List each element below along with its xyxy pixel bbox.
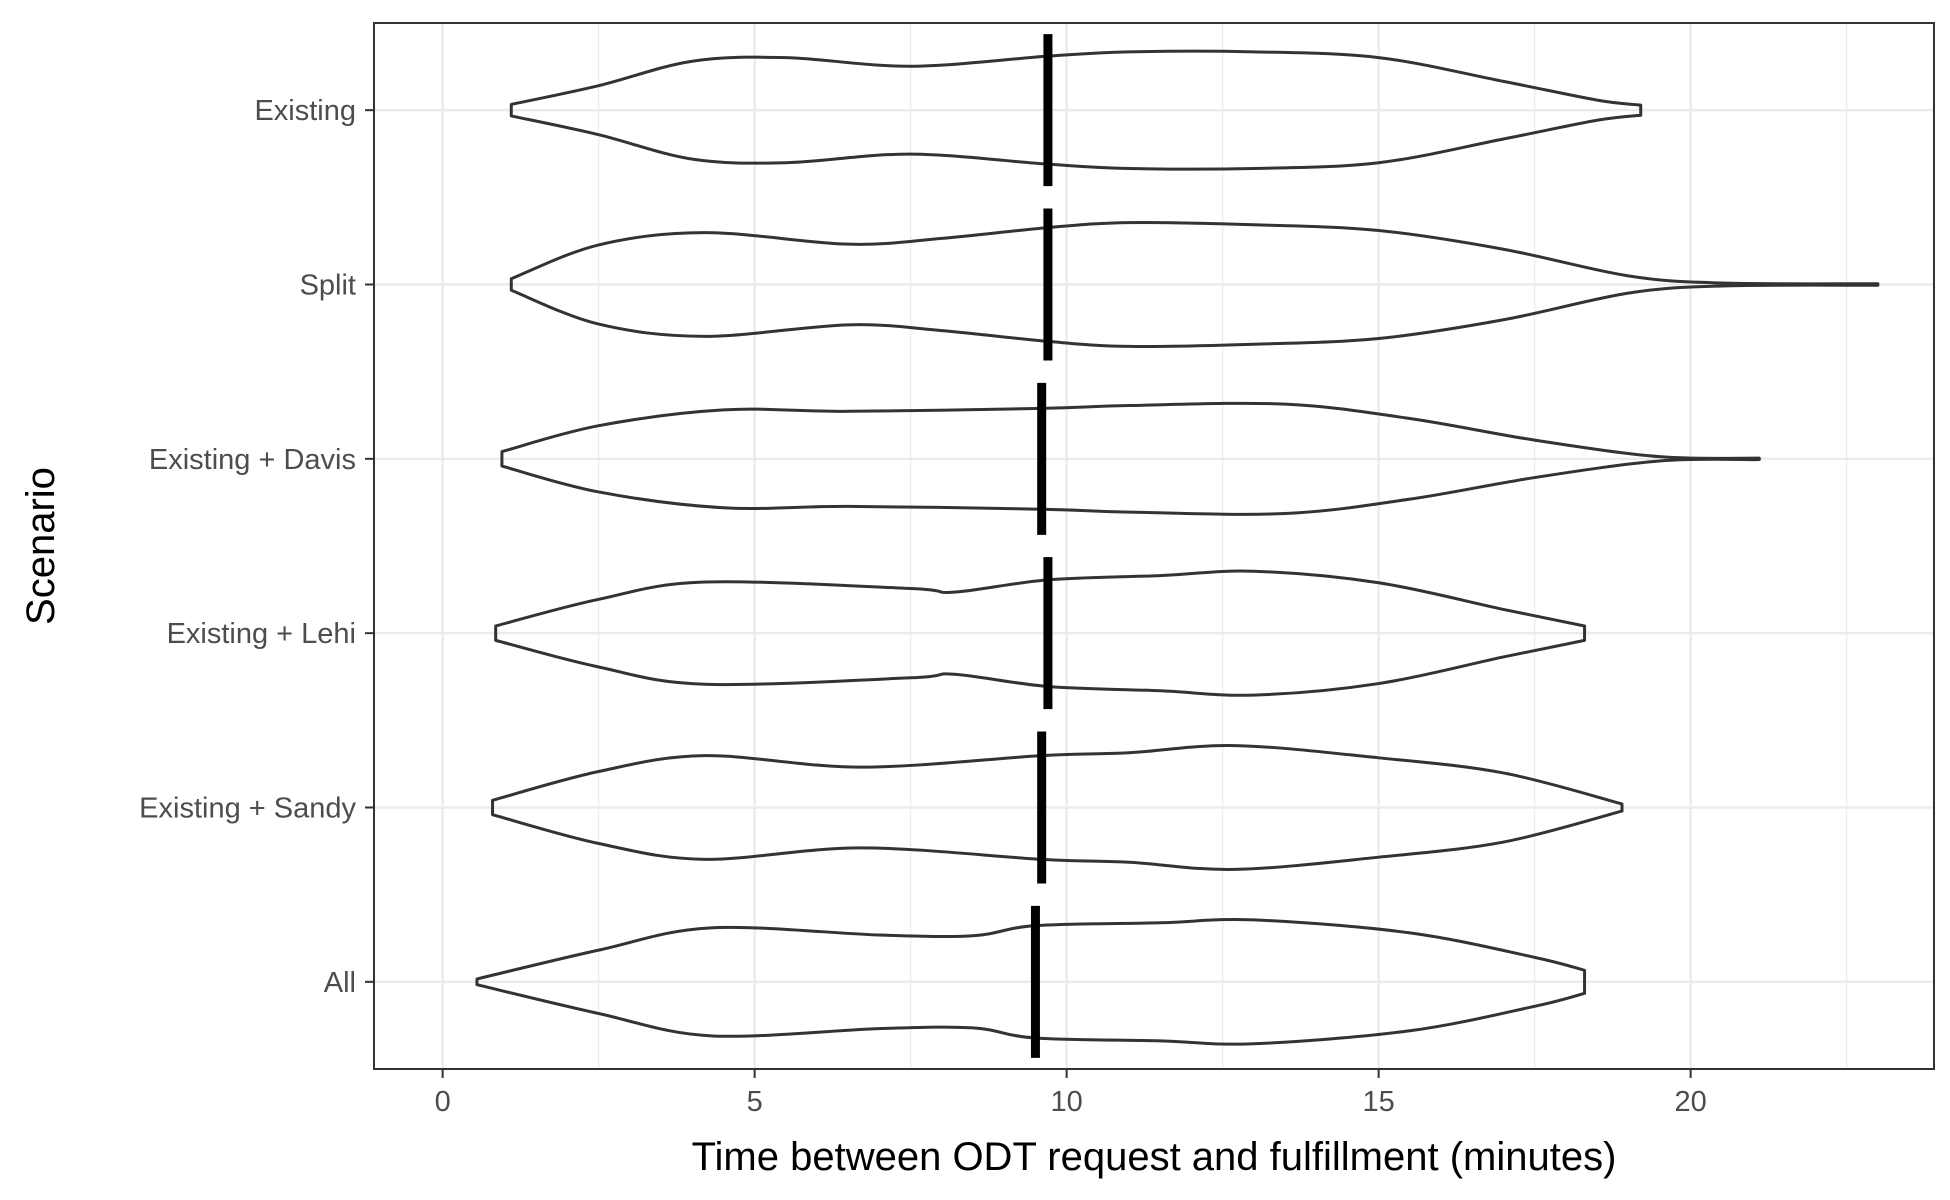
violin-all: [475, 917, 1587, 1046]
violin-existing-davis: [500, 401, 1761, 516]
y-tick-label: All: [324, 967, 356, 999]
x-tick-label: 10: [1051, 1086, 1083, 1118]
violin-existing-sandy: [491, 744, 1624, 871]
x-tick-label: 5: [747, 1086, 763, 1118]
plot-panel: [374, 23, 1934, 1069]
x-tick-label: 15: [1363, 1086, 1395, 1118]
violins: [475, 34, 1880, 1058]
x-axis-title: Time between ODT request and fulfillment…: [692, 1135, 1617, 1179]
y-tick-label: Existing: [254, 95, 356, 127]
violin-split: [509, 220, 1880, 349]
y-tick-label: Existing + Lehi: [167, 618, 356, 650]
y-axis-title: Scenario: [19, 467, 63, 625]
y-tick-label: Existing + Sandy: [139, 793, 356, 825]
y-axis: Existing Split Existing + Davis Existing + …: [139, 95, 374, 999]
violin-existing-lehi: [494, 569, 1587, 697]
x-axis: 0 5 10 15 20: [435, 1069, 1707, 1118]
y-tick-label: Existing + Davis: [149, 444, 356, 476]
violin-existing: [509, 49, 1643, 171]
panel-border: [373, 22, 1935, 1070]
x-tick-label: 20: [1675, 1086, 1707, 1118]
gridlines: [374, 23, 1934, 1069]
x-tick-label: 0: [435, 1086, 451, 1118]
y-tick-label: Split: [300, 270, 356, 302]
